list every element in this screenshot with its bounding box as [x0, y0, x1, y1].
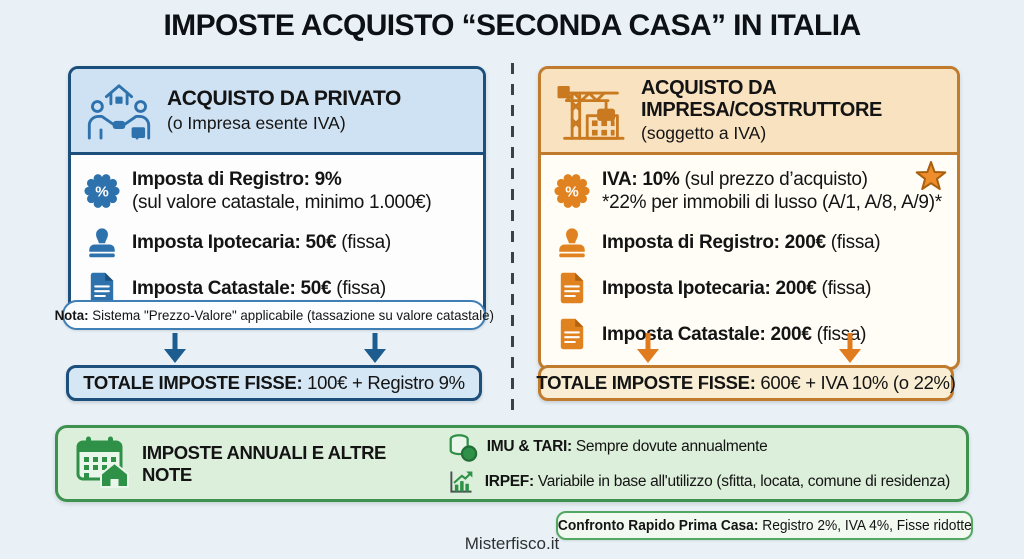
private-panel-body: % Imposta di Registro: 9% (sul valore ca…	[71, 155, 483, 321]
company-panel-header: ACQUISTO DA IMPRESA/COSTRUTTORE (soggett…	[541, 69, 957, 155]
tax-row-text: Imposta Catastale: 200€ (fissa)	[602, 323, 867, 345]
svg-text:%: %	[95, 184, 109, 201]
down-arrow-icon	[837, 333, 863, 369]
down-arrow-icon	[635, 333, 661, 369]
crane-building-icon	[553, 78, 629, 144]
page-title: IMPOSTE ACQUISTO “SECONDA CASA” IN ITALI…	[163, 9, 861, 42]
coins-icon	[446, 432, 478, 463]
annual-taxes-panel: IMPOSTE ANNUALI E ALTRE NOTE IMU & TARI:…	[55, 425, 969, 502]
tax-row-text: Imposta Catastale: 50€ (fissa)	[132, 277, 386, 299]
tax-row-iva: % IVA: 10% (sul prezzo d’acquisto) *22% …	[553, 163, 945, 219]
tax-row-catastale: Imposta Catastale: 200€ (fissa)	[553, 311, 945, 357]
irpef-row: IRPEF: Variabile in base all'utilizzo (s…	[446, 468, 950, 496]
company-panel-subtitle: (soggetto a IVA)	[641, 123, 767, 143]
tax-row-registro: % Imposta di Registro: 9% (sul valore ca…	[83, 163, 471, 219]
svg-text:%: %	[565, 184, 579, 201]
private-panel-title: ACQUISTO DA PRIVATO	[167, 87, 401, 111]
private-panel-subtitle: (o Impresa esente IVA)	[167, 112, 346, 133]
company-purchase-panel: ACQUISTO DA IMPRESA/COSTRUTTORE (soggett…	[538, 66, 960, 371]
prima-casa-comparison-note: Confronto Rapido Prima Casa: Registro 2%…	[556, 511, 973, 540]
down-arrow-icon	[362, 333, 388, 369]
document-icon	[553, 316, 591, 352]
chart-icon	[446, 468, 476, 496]
stamp-icon	[83, 224, 121, 260]
handshake-house-icon	[83, 79, 155, 143]
document-icon	[553, 270, 591, 306]
tax-row-catastale: Imposta Catastale: 50€ (fissa)	[83, 265, 471, 311]
percent-badge-icon: %	[83, 172, 121, 210]
panel-divider	[511, 63, 514, 410]
star-icon	[913, 159, 949, 198]
tax-row-text: Imposta Ipotecaria: 200€ (fissa)	[602, 277, 872, 299]
private-panel-header: ACQUISTO DA PRIVATO (o Impresa esente IV…	[71, 69, 483, 155]
prezzo-valore-note: Nota: Sistema "Prezzo-Valore" applicabil…	[54, 300, 494, 330]
annual-taxes-title: IMPOSTE ANNUALI E ALTRE NOTE	[142, 441, 386, 485]
tax-row-text: Imposta di Registro: 9% (sul valore cata…	[132, 169, 432, 214]
private-purchase-panel: ACQUISTO DA PRIVATO (o Impresa esente IV…	[68, 66, 486, 325]
percent-badge-icon: %	[553, 172, 591, 210]
down-arrow-icon	[162, 333, 188, 369]
private-panel-header-text: ACQUISTO DA PRIVATO (o Impresa esente IV…	[167, 87, 401, 133]
calendar-house-icon	[74, 433, 130, 494]
imu-tari-row: IMU & TARI: Sempre dovute annualmente	[446, 432, 950, 463]
company-panel-title: ACQUISTO DA IMPRESA/COSTRUTTORE	[641, 77, 882, 121]
company-total-box: TOTALE IMPOSTE FISSE: 600€ + IVA 10% (o …	[536, 365, 956, 401]
tax-row-text: IVA: 10% (sul prezzo d’acquisto) *22% pe…	[602, 169, 942, 214]
annual-taxes-rows: IMU & TARI: Sempre dovute annualmente IR…	[446, 432, 950, 496]
tax-row-ipotecaria: Imposta Ipotecaria: 50€ (fissa)	[83, 219, 471, 265]
tax-row-registro: Imposta di Registro: 200€ (fissa)	[553, 219, 945, 265]
document-icon	[83, 270, 121, 306]
stamp-icon	[553, 224, 591, 260]
annual-taxes-header: IMPOSTE ANNUALI E ALTRE NOTE	[74, 433, 432, 494]
tax-row-text: Imposta Ipotecaria: 50€ (fissa)	[132, 231, 391, 253]
private-total-box: TOTALE IMPOSTE FISSE: 100€ + Registro 9%	[66, 365, 482, 401]
company-panel-header-text: ACQUISTO DA IMPRESA/COSTRUTTORE (soggett…	[641, 77, 945, 144]
tax-row-text: Imposta di Registro: 200€ (fissa)	[602, 231, 881, 253]
tax-row-ipotecaria: Imposta Ipotecaria: 200€ (fissa)	[553, 265, 945, 311]
company-panel-body: % IVA: 10% (sul prezzo d’acquisto) *22% …	[541, 155, 957, 367]
site-credit: Misterfisco.it	[464, 534, 560, 553]
